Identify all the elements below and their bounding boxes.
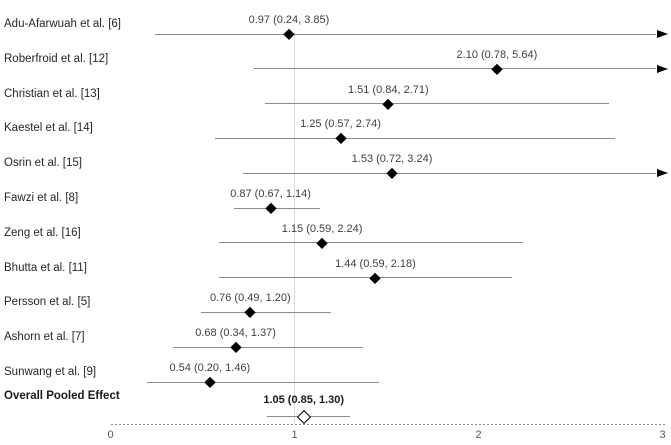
point-estimate-marker <box>245 307 256 318</box>
arrow-right-icon <box>657 169 668 178</box>
estimate-label: 1.51 (0.84, 2.71) <box>347 83 429 96</box>
point-estimate-marker <box>370 272 381 283</box>
study-label: Bhutta et al. [11] <box>4 261 87 274</box>
point-estimate-marker <box>491 63 503 75</box>
reference-line <box>294 32 295 424</box>
study-label: Adu-Afarwuah et al. [6] <box>4 18 121 30</box>
estimate-label: 0.54 (0.20, 1.46) <box>169 362 251 374</box>
ci-line <box>200 311 332 313</box>
x-axis-tick-label: 0 <box>107 429 114 441</box>
estimate-label: 1.15 (0.59, 2.24) <box>281 222 363 235</box>
study-label: Roberfroid et al. [12] <box>4 52 109 65</box>
pooled-estimate-label: 1.05 (0.85, 1.30) <box>263 393 345 406</box>
ci-line <box>219 242 523 244</box>
point-estimate-marker <box>265 202 276 214</box>
estimate-label: 0.97 (0.24, 3.85) <box>248 14 330 26</box>
x-axis <box>110 424 665 425</box>
point-estimate-marker <box>230 341 241 353</box>
estimate-label: 0.87 (0.67, 1.14) <box>230 188 311 200</box>
ci-line <box>254 68 656 70</box>
estimate-label: 0.68 (0.34, 1.37) <box>195 327 276 340</box>
point-estimate-marker <box>204 376 216 388</box>
point-estimate-marker <box>383 98 394 109</box>
ci-line <box>265 103 610 105</box>
point-estimate-marker <box>386 167 398 179</box>
ci-line <box>147 381 380 383</box>
study-label: Sunwang et al. [9] <box>4 366 97 378</box>
ci-line <box>173 346 363 348</box>
estimate-label: 1.53 (0.72, 3.24) <box>351 153 433 166</box>
arrow-right-icon <box>657 64 668 73</box>
point-estimate-marker <box>316 237 328 249</box>
pooled-row-label: Overall Pooled Effect <box>4 389 120 402</box>
study-label: Christian et al. [13] <box>4 87 100 100</box>
estimate-label: 1.25 (0.57, 2.74) <box>300 118 381 131</box>
ci-line <box>154 33 656 35</box>
estimate-label: 2.10 (0.78, 5.64) <box>456 48 538 61</box>
ci-line <box>215 137 615 139</box>
point-estimate-marker <box>335 133 346 144</box>
study-label: Ashorn et al. [7] <box>4 331 85 344</box>
x-axis-tick-label: 3 <box>659 429 666 441</box>
study-label: Osrin et al. [15] <box>4 157 82 170</box>
x-axis-tick-label: 2 <box>475 429 482 441</box>
study-label: Kaestel et al. [14] <box>4 122 93 135</box>
study-label: Fawzi et al. [8] <box>4 192 79 204</box>
study-label: Zeng et al. [16] <box>4 226 81 239</box>
pooled-estimate-marker <box>296 409 311 424</box>
study-label: Persson et al. [5] <box>4 296 91 309</box>
estimate-label: 1.44 (0.59, 2.18) <box>335 257 416 270</box>
ci-line <box>233 207 321 209</box>
ci-line <box>242 172 656 174</box>
ci-line <box>219 277 512 279</box>
estimate-label: 0.76 (0.49, 1.20) <box>209 292 291 305</box>
x-axis-tick-label: 1 <box>291 429 298 441</box>
point-estimate-marker <box>283 28 295 40</box>
arrow-right-icon <box>657 30 668 38</box>
